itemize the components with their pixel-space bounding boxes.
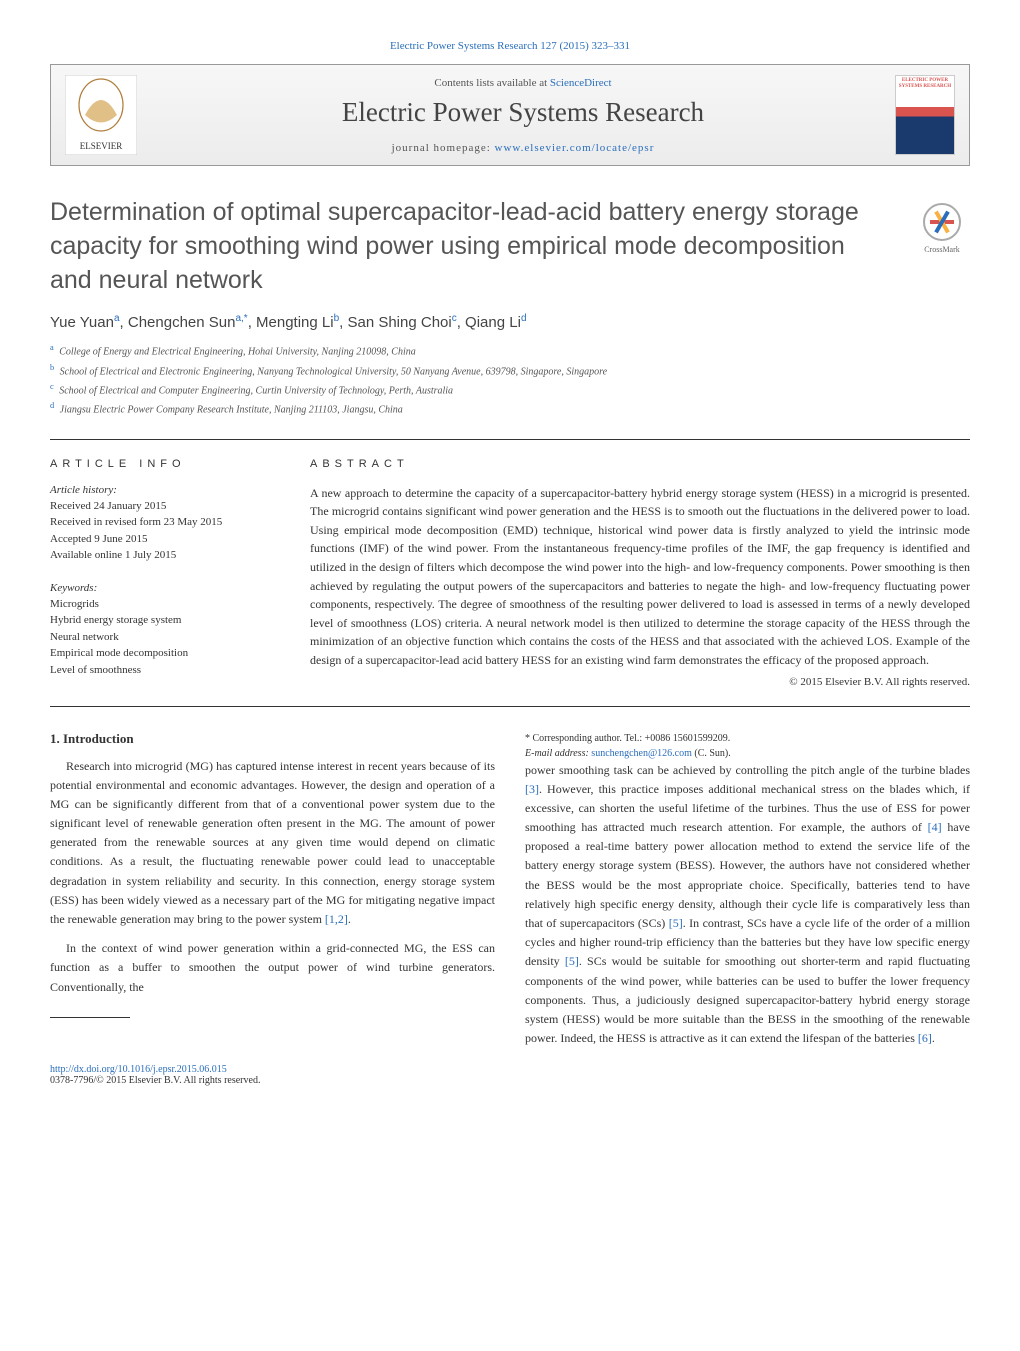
corresponding-author-footnote: * Corresponding author. Tel.: +0086 1560… [525, 731, 970, 761]
history-item: Received 24 January 2015 [50, 498, 270, 515]
article-info-label: ARTICLE INFO [50, 458, 270, 470]
sciencedirect-link[interactable]: ScienceDirect [550, 77, 612, 89]
homepage-line: journal homepage: www.elsevier.com/locat… [151, 142, 895, 154]
article-title: Determination of optimal supercapacitor-… [50, 196, 870, 297]
contents-line: Contents lists available at ScienceDirec… [151, 77, 895, 89]
journal-cover-thumbnail: ELECTRIC POWER SYSTEMS RESEARCH [895, 75, 955, 155]
section-heading-intro: 1. Introduction [50, 731, 495, 747]
elsevier-logo: ELSEVIER [65, 75, 137, 155]
body-paragraph: In the context of wind power generation … [50, 939, 495, 997]
footnote-divider [50, 1017, 130, 1018]
issn-copyright: 0378-7796/© 2015 Elsevier B.V. All right… [50, 1075, 260, 1086]
keywords-label: Keywords: [50, 582, 270, 594]
article-info-column: ARTICLE INFO Article history: Received 2… [50, 458, 270, 688]
citation-ref[interactable]: [3] [525, 782, 539, 796]
citation-ref[interactable]: [1,2] [325, 912, 348, 926]
history-label: Article history: [50, 484, 270, 496]
doi-link[interactable]: http://dx.doi.org/10.1016/j.epsr.2015.06… [50, 1064, 227, 1075]
abstract-label: ABSTRACT [310, 458, 970, 470]
keyword-item: Level of smoothness [50, 662, 270, 679]
journal-title: Electric Power Systems Research [151, 97, 895, 128]
affiliation-item: b School of Electrical and Electronic En… [50, 361, 970, 380]
svg-text:ELSEVIER: ELSEVIER [80, 141, 123, 151]
keyword-item: Hybrid energy storage system [50, 612, 270, 629]
citation-ref[interactable]: [5] [669, 916, 683, 930]
doi-line: http://dx.doi.org/10.1016/j.epsr.2015.06… [50, 1064, 970, 1086]
svg-text:CrossMark: CrossMark [924, 245, 960, 254]
affiliation-item: c School of Electrical and Computer Engi… [50, 380, 970, 399]
affiliation-item: a College of Energy and Electrical Engin… [50, 341, 970, 360]
keyword-item: Microgrids [50, 596, 270, 613]
keyword-item: Neural network [50, 629, 270, 646]
top-citation: Electric Power Systems Research 127 (201… [50, 40, 970, 52]
citation-ref[interactable]: [6] [918, 1031, 932, 1045]
affiliation-item: d Jiangsu Electric Power Company Researc… [50, 399, 970, 418]
body-columns: 1. Introduction Research into microgrid … [50, 731, 970, 1049]
history-item: Available online 1 July 2015 [50, 547, 270, 564]
email-link[interactable]: sunchengchen@126.com [591, 748, 692, 759]
divider [50, 706, 970, 707]
abstract-column: ABSTRACT A new approach to determine the… [310, 458, 970, 688]
abstract-copyright: © 2015 Elsevier B.V. All rights reserved… [310, 676, 970, 688]
history-item: Accepted 9 June 2015 [50, 531, 270, 548]
homepage-link[interactable]: www.elsevier.com/locate/epsr [495, 142, 655, 154]
history-item: Received in revised form 23 May 2015 [50, 514, 270, 531]
author-list: Yue Yuana, Chengchen Suna,*, Mengting Li… [50, 313, 970, 331]
keyword-item: Empirical mode decomposition [50, 645, 270, 662]
body-paragraph: power smoothing task can be achieved by … [525, 761, 970, 1049]
journal-header: ELSEVIER Contents lists available at Sci… [50, 64, 970, 166]
affiliations-list: a College of Energy and Electrical Engin… [50, 341, 970, 418]
divider [50, 439, 970, 440]
abstract-text: A new approach to determine the capacity… [310, 484, 970, 670]
top-citation-link[interactable]: Electric Power Systems Research 127 (201… [390, 40, 630, 52]
crossmark-badge[interactable]: CrossMark [914, 200, 970, 256]
citation-ref[interactable]: [4] [928, 820, 942, 834]
citation-ref[interactable]: [5] [565, 954, 579, 968]
body-paragraph: Research into microgrid (MG) has capture… [50, 757, 495, 930]
